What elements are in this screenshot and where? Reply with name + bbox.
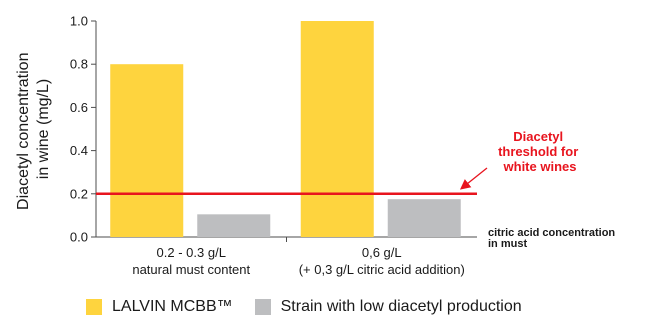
y-axis-label: Diacetyl concentration in wine (mg/L) — [15, 48, 52, 210]
x-category-label-line: 0,6 g/L — [362, 245, 402, 260]
threshold-annotation-line-2: threshold for — [498, 144, 578, 159]
threshold-annotation-line-3: white wines — [503, 159, 577, 174]
legend: LALVIN MCBB™ Strain with low diacetyl pr… — [86, 298, 544, 316]
threshold-annotation: Diacetyl threshold for white wines — [498, 129, 582, 174]
threshold-arrow — [459, 167, 488, 190]
x-category-label: 0.2 - 0.3 g/L natural must content — [132, 245, 250, 277]
y-axis-label-line-2: in wine (mg/L) — [35, 79, 52, 179]
y-tick-label: 0.8 — [70, 57, 88, 72]
legend-label-low-diacetyl: Strain with low diacetyl production — [280, 298, 522, 315]
legend-item-mcbb: LALVIN MCBB™ — [86, 298, 233, 316]
bar-mcbb-2 — [300, 21, 374, 237]
x-category-label-line: natural must content — [132, 262, 250, 277]
bar-mcbb-1 — [110, 64, 184, 237]
x-axis-note-line-1: citric acid concentration — [488, 227, 615, 239]
y-axis-label-line-1: Diacetyl concentration — [15, 53, 32, 210]
legend-label-mcbb: LALVIN MCBB™ — [112, 298, 233, 315]
y-tick-label: 0.4 — [70, 143, 88, 158]
y-tick-label: 0.2 — [70, 186, 88, 201]
x-category-label-line: (+ 0,3 g/L citric acid addition) — [299, 262, 465, 277]
x-category-label: 0,6 g/L (+ 0,3 g/L citric acid addition) — [299, 245, 465, 277]
legend-swatch-mcbb — [86, 299, 102, 315]
x-category-label-line: 0.2 - 0.3 g/L — [157, 245, 226, 260]
y-tick-label: 0.0 — [70, 230, 88, 245]
threshold-annotation-line-1: Diacetyl — [513, 129, 563, 144]
y-tick-label: 0.6 — [70, 100, 88, 115]
x-axis-note: citric acid concentration in must — [488, 227, 618, 250]
bar-low-diacetyl-2 — [387, 199, 461, 237]
x-axis-note-line-2: in must — [488, 238, 527, 250]
legend-item-low-diacetyl: Strain with low diacetyl production — [254, 298, 522, 316]
bar-low-diacetyl-1 — [197, 214, 271, 237]
legend-swatch-low-diacetyl — [254, 299, 271, 315]
bars — [96, 21, 477, 237]
labels: 0.0 0.2 0.4 0.6 0.8 1.0 0.2 - 0.3 g/L natural m… — [70, 14, 465, 278]
y-tick-label: 1.0 — [70, 14, 88, 29]
